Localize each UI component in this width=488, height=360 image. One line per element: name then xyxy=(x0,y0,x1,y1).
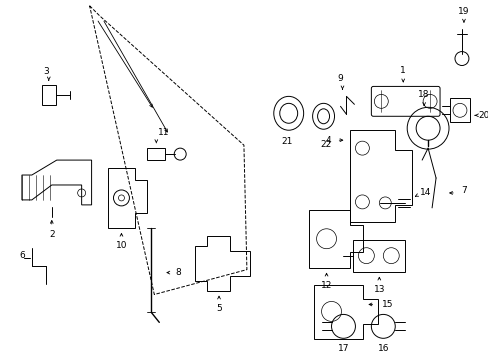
Text: 3: 3 xyxy=(43,67,49,76)
Text: 16: 16 xyxy=(377,344,388,353)
Text: 7: 7 xyxy=(460,186,466,195)
Text: 13: 13 xyxy=(373,285,384,294)
Text: 10: 10 xyxy=(116,241,127,250)
Text: 8: 8 xyxy=(175,268,181,277)
Bar xyxy=(42,85,56,105)
Text: 18: 18 xyxy=(418,90,429,99)
Text: 4: 4 xyxy=(325,136,331,145)
Text: 17: 17 xyxy=(337,344,348,353)
Text: 19: 19 xyxy=(457,7,469,16)
Text: 21: 21 xyxy=(281,137,292,146)
Text: 5: 5 xyxy=(216,304,222,313)
Text: 12: 12 xyxy=(320,281,331,290)
Text: 22: 22 xyxy=(319,140,330,149)
Text: 9: 9 xyxy=(337,74,343,83)
Text: 15: 15 xyxy=(381,300,392,309)
Text: 14: 14 xyxy=(420,188,431,197)
Bar xyxy=(147,148,165,160)
Bar xyxy=(449,98,469,122)
Text: 1: 1 xyxy=(400,66,405,75)
Text: 6: 6 xyxy=(19,251,25,260)
Text: 20: 20 xyxy=(477,111,488,120)
Text: 2: 2 xyxy=(49,230,55,239)
Text: 11: 11 xyxy=(157,128,169,137)
Bar xyxy=(353,240,405,271)
